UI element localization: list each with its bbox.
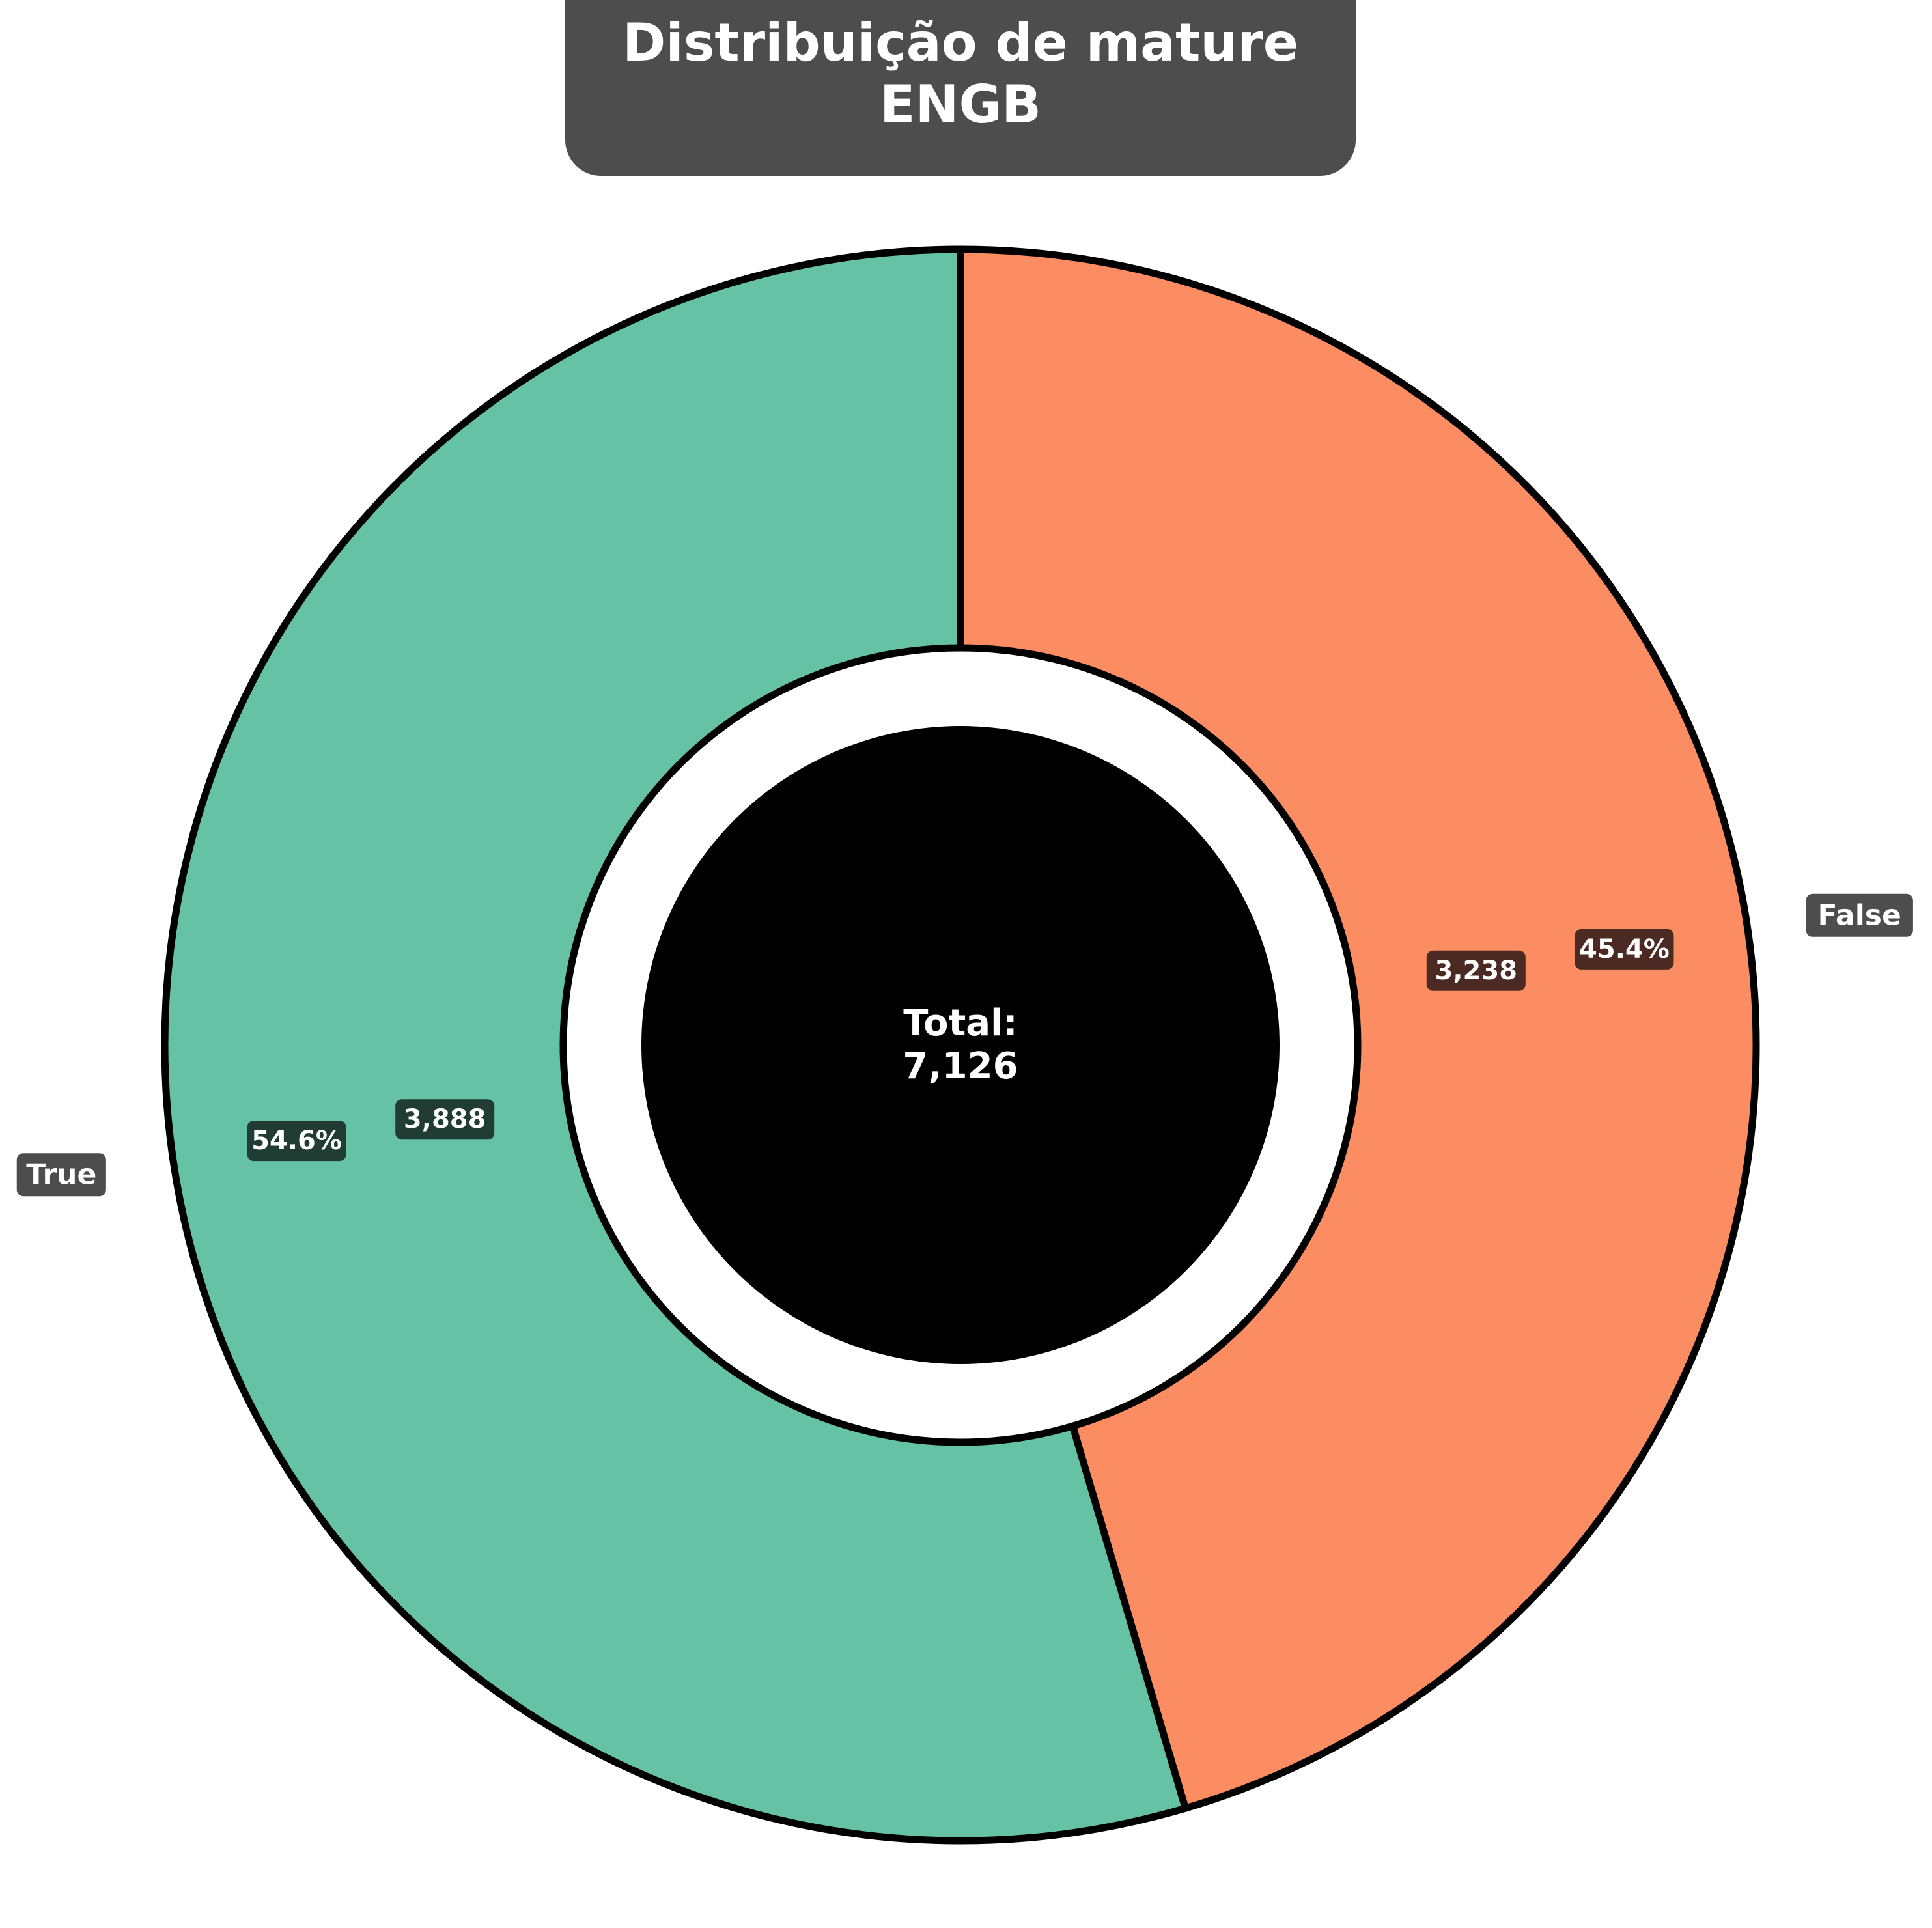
percent-label-false-bg bbox=[1575, 929, 1674, 970]
wedge-labels: 3,238 45.4% False 3,888 54.6% True bbox=[16, 893, 1913, 1197]
title-line-1: Distribuição de mature bbox=[623, 12, 1298, 73]
percent-label-false: 45.4% bbox=[1575, 929, 1674, 970]
percent-label-true: 54.6% bbox=[247, 1121, 346, 1162]
title-background bbox=[565, 0, 1356, 176]
donut-center: Total: 7,126 bbox=[559, 644, 1362, 1446]
value-label-true-text: 3,888 bbox=[404, 1104, 486, 1134]
value-label-false-text: 3,238 bbox=[1435, 956, 1518, 986]
center-label-total: 7,126 bbox=[903, 1045, 1018, 1087]
percent-label-true-bg bbox=[247, 1121, 346, 1162]
category-label-true: True bbox=[16, 1153, 106, 1197]
category-label-false-bg bbox=[1806, 893, 1913, 937]
chart-title: Distribuição de mature ENGB bbox=[565, 0, 1356, 176]
category-label-false: False bbox=[1806, 893, 1913, 937]
value-label-true: 3,888 bbox=[395, 1099, 495, 1140]
category-label-true-text: True bbox=[26, 1158, 96, 1192]
value-label-false-bg bbox=[1426, 950, 1526, 991]
center-label-title: Total: bbox=[903, 1002, 1017, 1044]
value-label-true-bg bbox=[395, 1099, 495, 1140]
title-line-2: ENGB bbox=[880, 74, 1041, 135]
category-label-true-bg bbox=[16, 1153, 106, 1197]
center-disc bbox=[641, 726, 1280, 1364]
value-label-false: 3,238 bbox=[1426, 950, 1526, 991]
percent-label-false-text: 45.4% bbox=[1579, 934, 1670, 964]
category-label-false-text: False bbox=[1818, 899, 1901, 932]
percent-label-true-text: 54.6% bbox=[251, 1126, 342, 1156]
